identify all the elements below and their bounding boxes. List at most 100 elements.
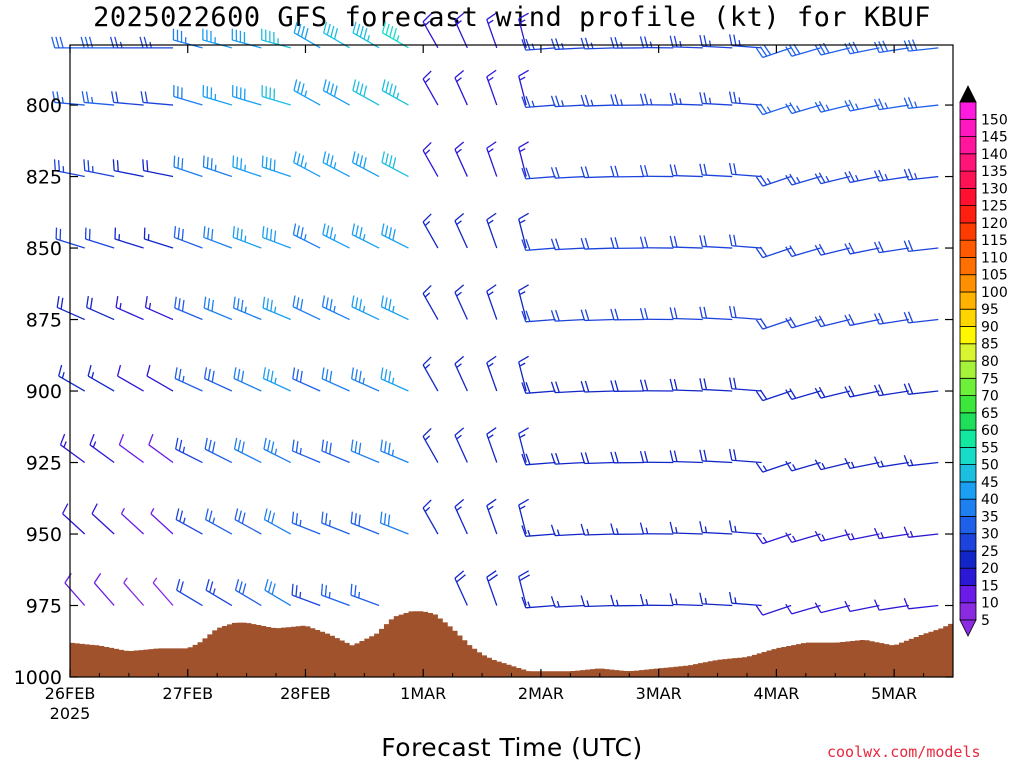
barb-half-feather: [645, 599, 649, 606]
barb-half-feather: [299, 447, 302, 455]
barb-feather: [385, 23, 390, 36]
barb-staff: [118, 444, 144, 464]
wind-barb: [814, 459, 851, 471]
barb-feather: [486, 427, 497, 435]
barb-staff: [702, 174, 733, 178]
barb-staff: [525, 247, 556, 251]
barb-feather: [793, 43, 801, 55]
wind-barb: [111, 91, 144, 106]
barb-staff: [731, 316, 762, 321]
wind-barb: [639, 450, 674, 464]
barb-feather: [329, 227, 334, 239]
barb-staff: [518, 18, 527, 49]
barb-feather: [584, 452, 590, 464]
barb-staff: [175, 519, 203, 535]
wind-barb: [669, 164, 703, 178]
x-tick-label: 3MAR: [636, 684, 682, 703]
barb-feather: [907, 240, 914, 252]
barb-feather: [385, 81, 390, 93]
plot-frame: [69, 44, 954, 678]
barb-feather: [878, 169, 884, 181]
colorbar-cell: [959, 291, 977, 310]
barb-feather: [148, 433, 154, 446]
wind-barb: [873, 312, 909, 325]
barb-feather: [363, 85, 368, 97]
barb-half-feather: [424, 363, 431, 370]
barb-staff: [380, 522, 409, 535]
barb-feather: [52, 91, 56, 103]
barb-feather: [755, 390, 764, 401]
barb-feather: [300, 83, 305, 95]
credit-link[interactable]: coolwx.com/models: [827, 743, 981, 761]
barb-half-feather: [561, 100, 565, 107]
barb-half-feather: [527, 529, 531, 537]
y-tick-label: 1000: [14, 667, 62, 689]
barb-feather: [381, 79, 386, 91]
barb-staff: [262, 166, 291, 178]
barb-staff: [234, 519, 262, 535]
barb-half-feather: [675, 598, 678, 605]
colorbar-cell: [959, 464, 977, 483]
x-tick-label: 4MAR: [753, 684, 799, 703]
barb-staff: [422, 78, 439, 106]
barb-feather: [144, 91, 148, 103]
wind-barb: [518, 570, 530, 606]
barb-staff: [422, 221, 439, 249]
barb-half-feather: [424, 435, 431, 441]
barb-feather: [818, 43, 826, 55]
colorbar-cell: [959, 343, 977, 362]
barb-feather: [241, 512, 246, 524]
barb-staff: [235, 589, 262, 607]
barb-feather: [241, 370, 245, 383]
barb-feather: [178, 439, 183, 452]
barb-feather: [673, 93, 678, 105]
barb-half-feather: [821, 534, 826, 541]
barb-feather: [454, 141, 465, 150]
barb-half-feather: [487, 434, 494, 439]
barb-feather: [848, 99, 855, 111]
barb-feather: [53, 159, 56, 171]
barb-feather: [759, 317, 768, 329]
barb-feather: [669, 378, 674, 391]
barb-staff: [849, 533, 880, 541]
wind-barb: [59, 433, 86, 464]
barb-feather: [614, 36, 619, 49]
wind-barb: [454, 498, 468, 535]
barb-feather: [211, 299, 215, 312]
barb-staff: [702, 388, 733, 392]
barb-feather: [59, 36, 64, 49]
wind-barb: [232, 155, 262, 178]
barb-feather: [580, 309, 586, 321]
barb-half-feather: [244, 306, 247, 313]
barb-feather: [669, 92, 674, 105]
barb-half-feather: [884, 102, 889, 109]
barb-staff: [114, 170, 144, 178]
barb-staff: [879, 604, 909, 611]
colorbar-cell: [959, 274, 977, 293]
barb-feather: [114, 36, 119, 49]
barb-staff: [555, 390, 586, 394]
wind-barb: [521, 596, 556, 609]
barb-staff: [352, 161, 380, 178]
barb-staff: [672, 103, 703, 106]
barb-feather: [521, 310, 527, 323]
barb-feather: [60, 297, 64, 310]
barb-staff: [150, 513, 174, 535]
barb-half-feather: [766, 177, 772, 184]
wind-barb: [486, 570, 498, 606]
barb-feather: [903, 526, 910, 538]
barb-staff: [731, 388, 762, 392]
barb-feather: [234, 579, 240, 591]
barb-staff: [518, 433, 527, 463]
wind-barb: [639, 522, 674, 535]
barb-feather: [384, 441, 387, 453]
wind-barb: [293, 79, 321, 106]
colorbar-label: 135: [981, 164, 1008, 180]
barb-staff: [351, 450, 380, 464]
colorbar-label: 140: [981, 147, 1008, 163]
barb-feather: [728, 91, 733, 103]
wind-barb: [814, 243, 851, 256]
wind-barb: [903, 526, 939, 538]
barb-feather: [785, 603, 793, 615]
barb-feather: [521, 96, 527, 108]
